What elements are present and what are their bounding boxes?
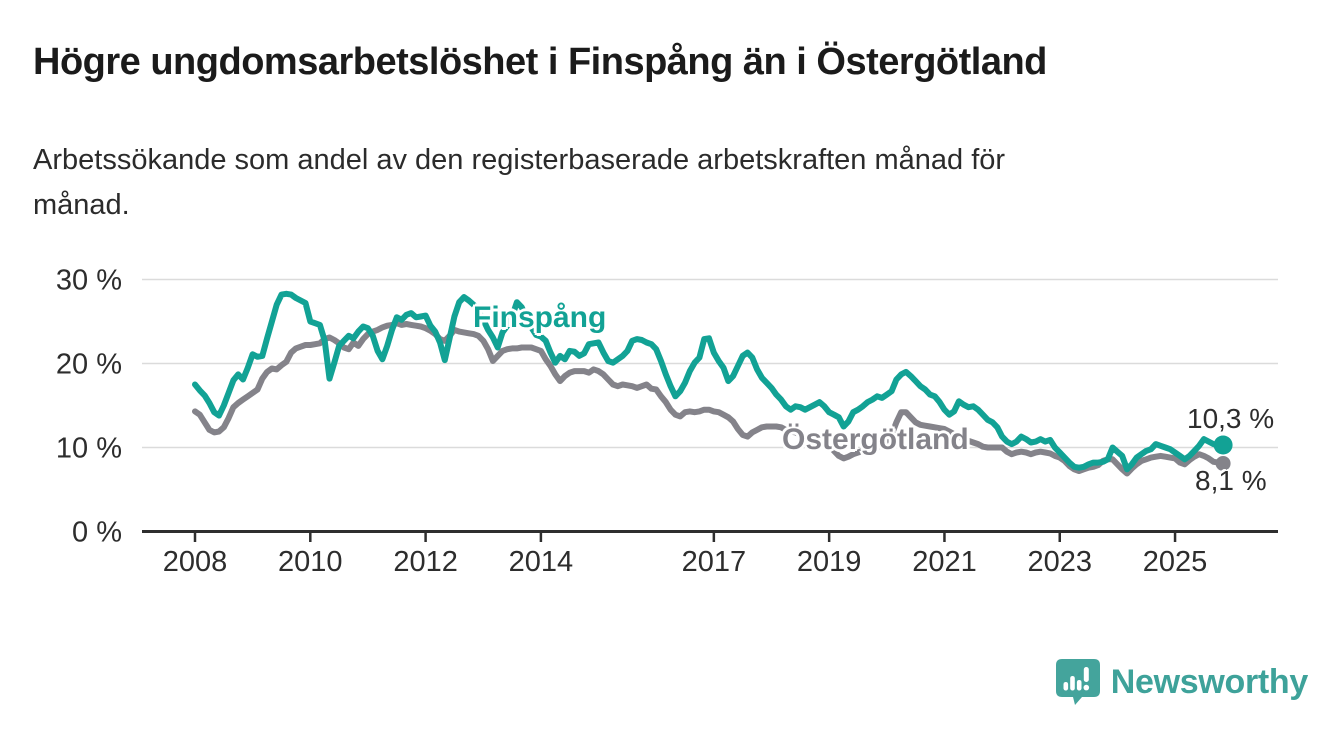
- x-axis-tick-label: 2014: [509, 546, 574, 578]
- y-axis-tick-label: 30 %: [56, 265, 122, 297]
- page-title: Högre ungdomsarbetslöshet i Finspång än …: [33, 41, 1047, 83]
- newsworthy-logo-icon: [1055, 659, 1100, 705]
- x-axis-tick-label: 2017: [682, 546, 747, 578]
- series-label-finspang: Finspång: [473, 301, 607, 334]
- x-axis-tick-label: 2008: [163, 546, 228, 578]
- x-axis-tick-label: 2010: [278, 546, 343, 578]
- x-axis-tick-label: 2025: [1143, 546, 1208, 578]
- x-axis-tick-label: 2021: [912, 546, 977, 578]
- y-axis-tick-label: 20 %: [56, 349, 122, 381]
- x-axis-tick-label: 2023: [1027, 546, 1092, 578]
- y-axis-tick-label: 10 %: [56, 433, 122, 465]
- series-end-dot: [1215, 455, 1231, 471]
- end-value-label-finspang: 10,3 %: [1187, 403, 1275, 434]
- series-line-finspang: [192, 290, 1227, 473]
- y-axis-tick-label: 0 %: [72, 517, 122, 549]
- newsworthy-logo: Newsworthy: [1055, 659, 1309, 705]
- end-value-label-ostergotland: 8,1 %: [1195, 465, 1267, 496]
- chart-subtitle: Arbetssökande som andel av den registerb…: [33, 144, 1006, 222]
- series-end-dot: [1213, 435, 1233, 455]
- newsworthy-logo-text: Newsworthy: [1110, 662, 1309, 701]
- series-label-ostergotland: Östergötland: [782, 423, 969, 456]
- series-line-ostergotland: [192, 320, 1227, 477]
- x-axis-tick-label: 2012: [393, 546, 458, 578]
- x-axis-tick-label: 2019: [797, 546, 862, 578]
